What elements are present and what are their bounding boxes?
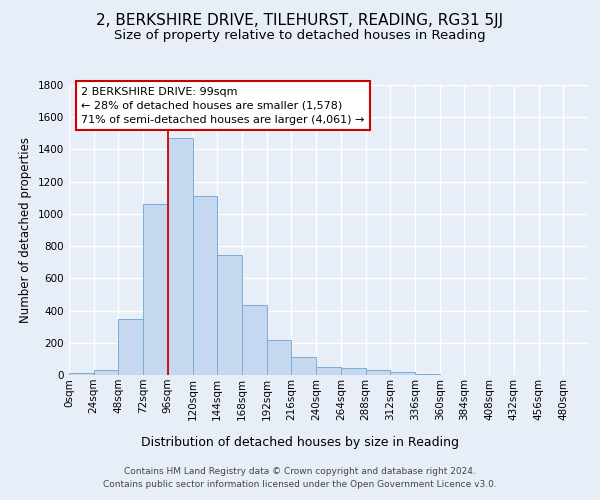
Text: 2, BERKSHIRE DRIVE, TILEHURST, READING, RG31 5JJ: 2, BERKSHIRE DRIVE, TILEHURST, READING, …	[97, 12, 503, 28]
Bar	[168, 138, 193, 375]
Bar	[316, 367, 341, 375]
Bar	[341, 368, 365, 375]
Text: Size of property relative to detached houses in Reading: Size of property relative to detached ho…	[114, 28, 486, 42]
Bar	[143, 204, 168, 375]
Text: Distribution of detached houses by size in Reading: Distribution of detached houses by size …	[141, 436, 459, 449]
Text: Contains HM Land Registry data © Crown copyright and database right 2024.: Contains HM Land Registry data © Crown c…	[124, 467, 476, 476]
Bar	[365, 370, 390, 375]
Bar	[94, 370, 118, 375]
Bar	[390, 372, 415, 375]
Bar	[193, 196, 217, 375]
Bar	[292, 358, 316, 375]
Bar	[217, 255, 242, 375]
Bar	[415, 374, 440, 375]
Text: Contains public sector information licensed under the Open Government Licence v3: Contains public sector information licen…	[103, 480, 497, 489]
Bar	[69, 374, 94, 375]
Bar	[267, 340, 292, 375]
Y-axis label: Number of detached properties: Number of detached properties	[19, 137, 32, 323]
Text: 2 BERKSHIRE DRIVE: 99sqm
← 28% of detached houses are smaller (1,578)
71% of sem: 2 BERKSHIRE DRIVE: 99sqm ← 28% of detach…	[82, 86, 365, 124]
Bar	[118, 318, 143, 375]
Bar	[242, 305, 267, 375]
